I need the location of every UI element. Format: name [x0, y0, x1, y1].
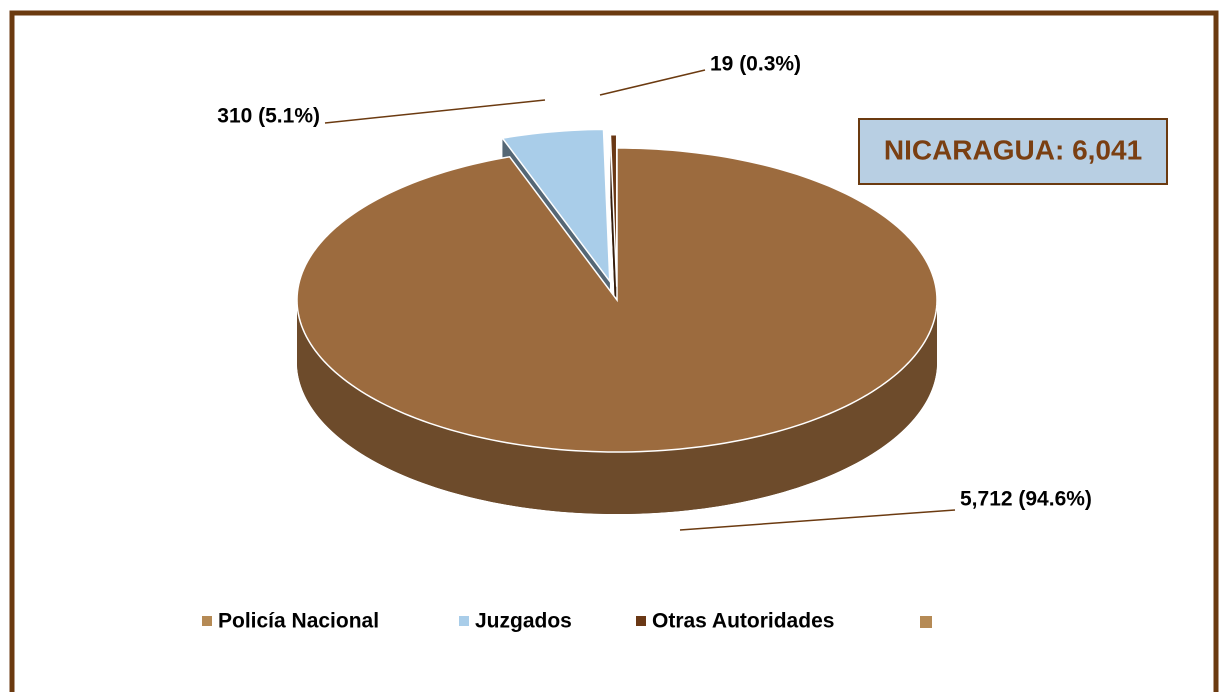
leader-line: [679, 509, 956, 531]
leader-line: [324, 99, 546, 124]
legend-swatch: [636, 616, 646, 626]
legend-swatch: [459, 616, 469, 626]
legend-swatch: [202, 616, 212, 626]
annotation: NICARAGUA: 6,041: [884, 134, 1142, 165]
legend-label: Otras Autoridades: [652, 610, 834, 633]
legend-label: Juzgados: [475, 610, 572, 633]
data-label: 19 (0.3%): [710, 53, 801, 76]
annotation-box: [858, 118, 1168, 185]
slice-side: [297, 300, 937, 514]
data-label: 5,712 (94.6%): [960, 488, 1092, 511]
legend-label: Policía Nacional: [218, 610, 379, 633]
slice: [609, 133, 618, 287]
slice: [296, 147, 938, 453]
legend-swatch: [920, 616, 932, 628]
data-label: 310 (5.1%): [217, 105, 320, 128]
slice: [501, 128, 611, 284]
leader-line: [599, 69, 706, 96]
